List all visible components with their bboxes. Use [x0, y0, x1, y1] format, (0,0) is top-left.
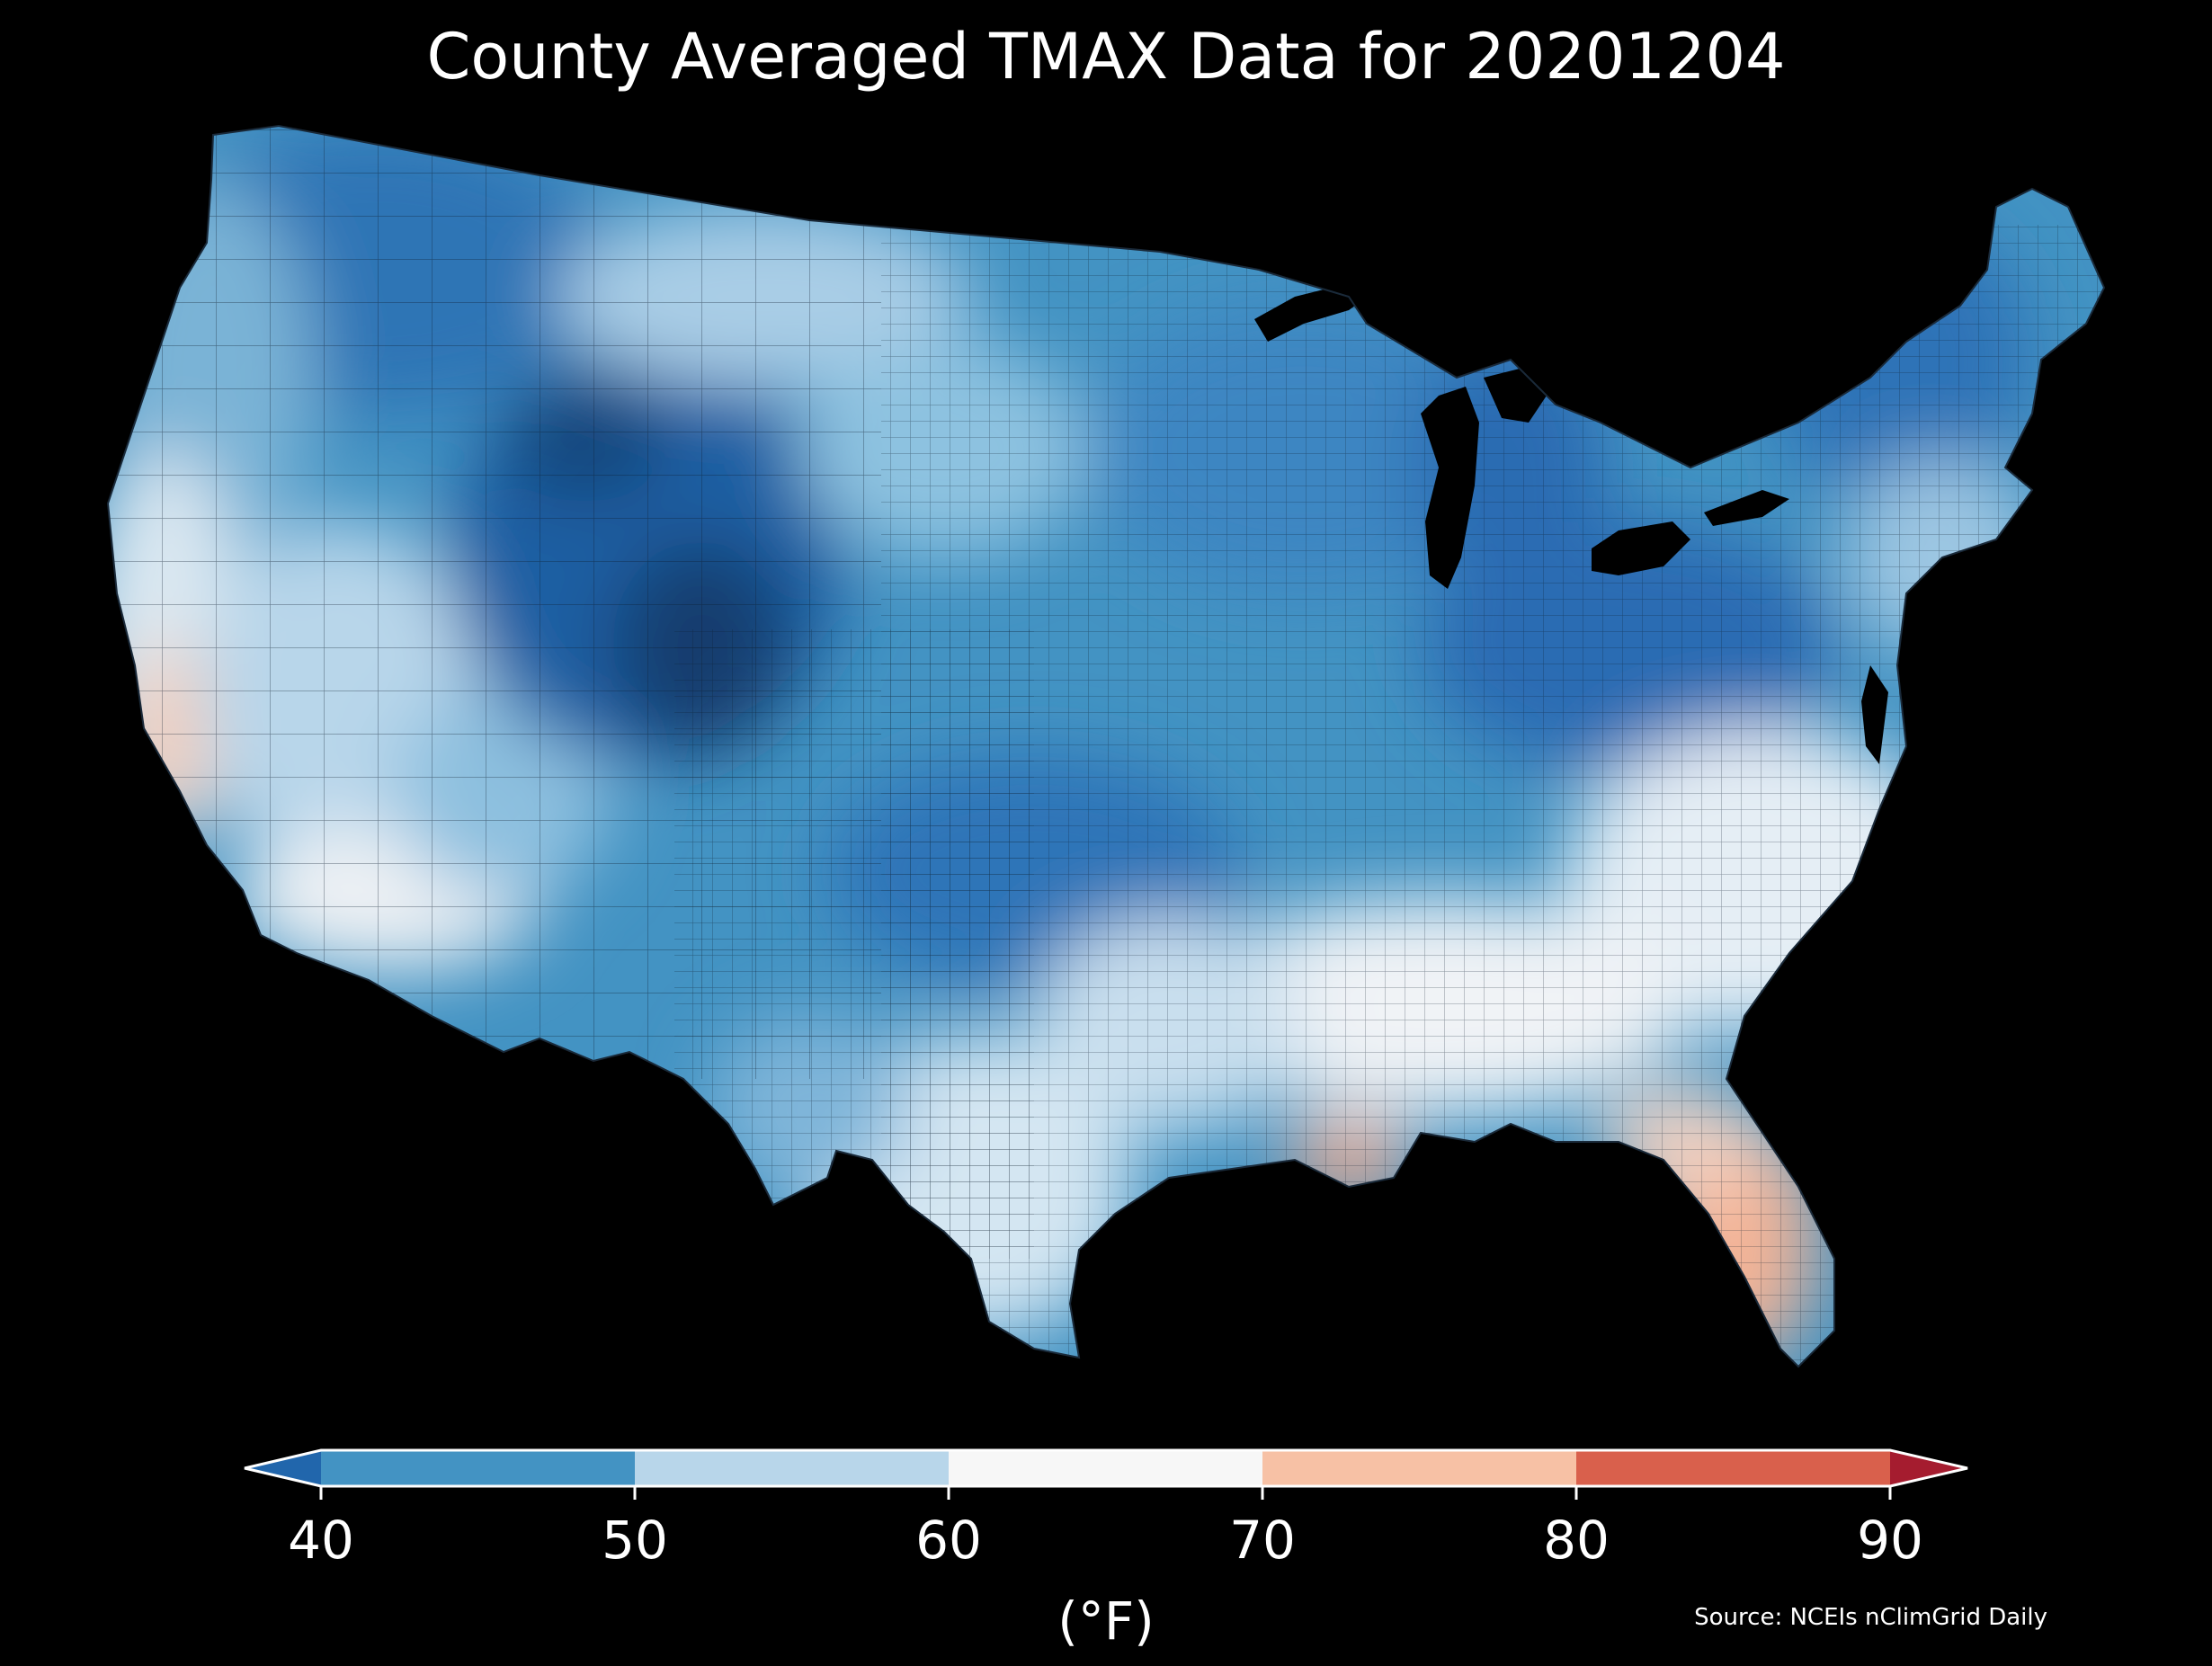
colorbar-tick-label-60: 60: [915, 1510, 982, 1571]
source-credit: Source: NCEIs nClimGrid Daily: [1694, 1604, 2047, 1631]
colorbar-tick-label-50: 50: [602, 1510, 668, 1571]
colorbar-outline: [244, 1448, 1968, 1488]
colorbar-extend-high: [1890, 1450, 1967, 1486]
colorbar-tick-label-90: 90: [1857, 1510, 1923, 1571]
colorbar-bin-50-60: [635, 1450, 949, 1486]
us-county-map: [106, 124, 2106, 1368]
colorbar-tick-label-40: 40: [288, 1510, 354, 1571]
colorbar-bin-40-50: [321, 1450, 635, 1486]
colorbar-bin-80-90: [1576, 1450, 1890, 1486]
colorbar-bin-70-80: [1262, 1450, 1576, 1486]
colorbar-bin-60-70: [949, 1450, 1262, 1486]
water-bodies: [1254, 283, 1888, 764]
colorbar-tick-label-80: 80: [1543, 1510, 1610, 1571]
us-outline: [106, 124, 2106, 1368]
map-title: County Averaged TMAX Data for 20201204: [426, 20, 1786, 94]
colorbar-extend-low: [245, 1450, 321, 1486]
colorbar-tick-label-70: 70: [1229, 1510, 1296, 1571]
colorbar-unit-label: (°F): [1057, 1590, 1155, 1652]
